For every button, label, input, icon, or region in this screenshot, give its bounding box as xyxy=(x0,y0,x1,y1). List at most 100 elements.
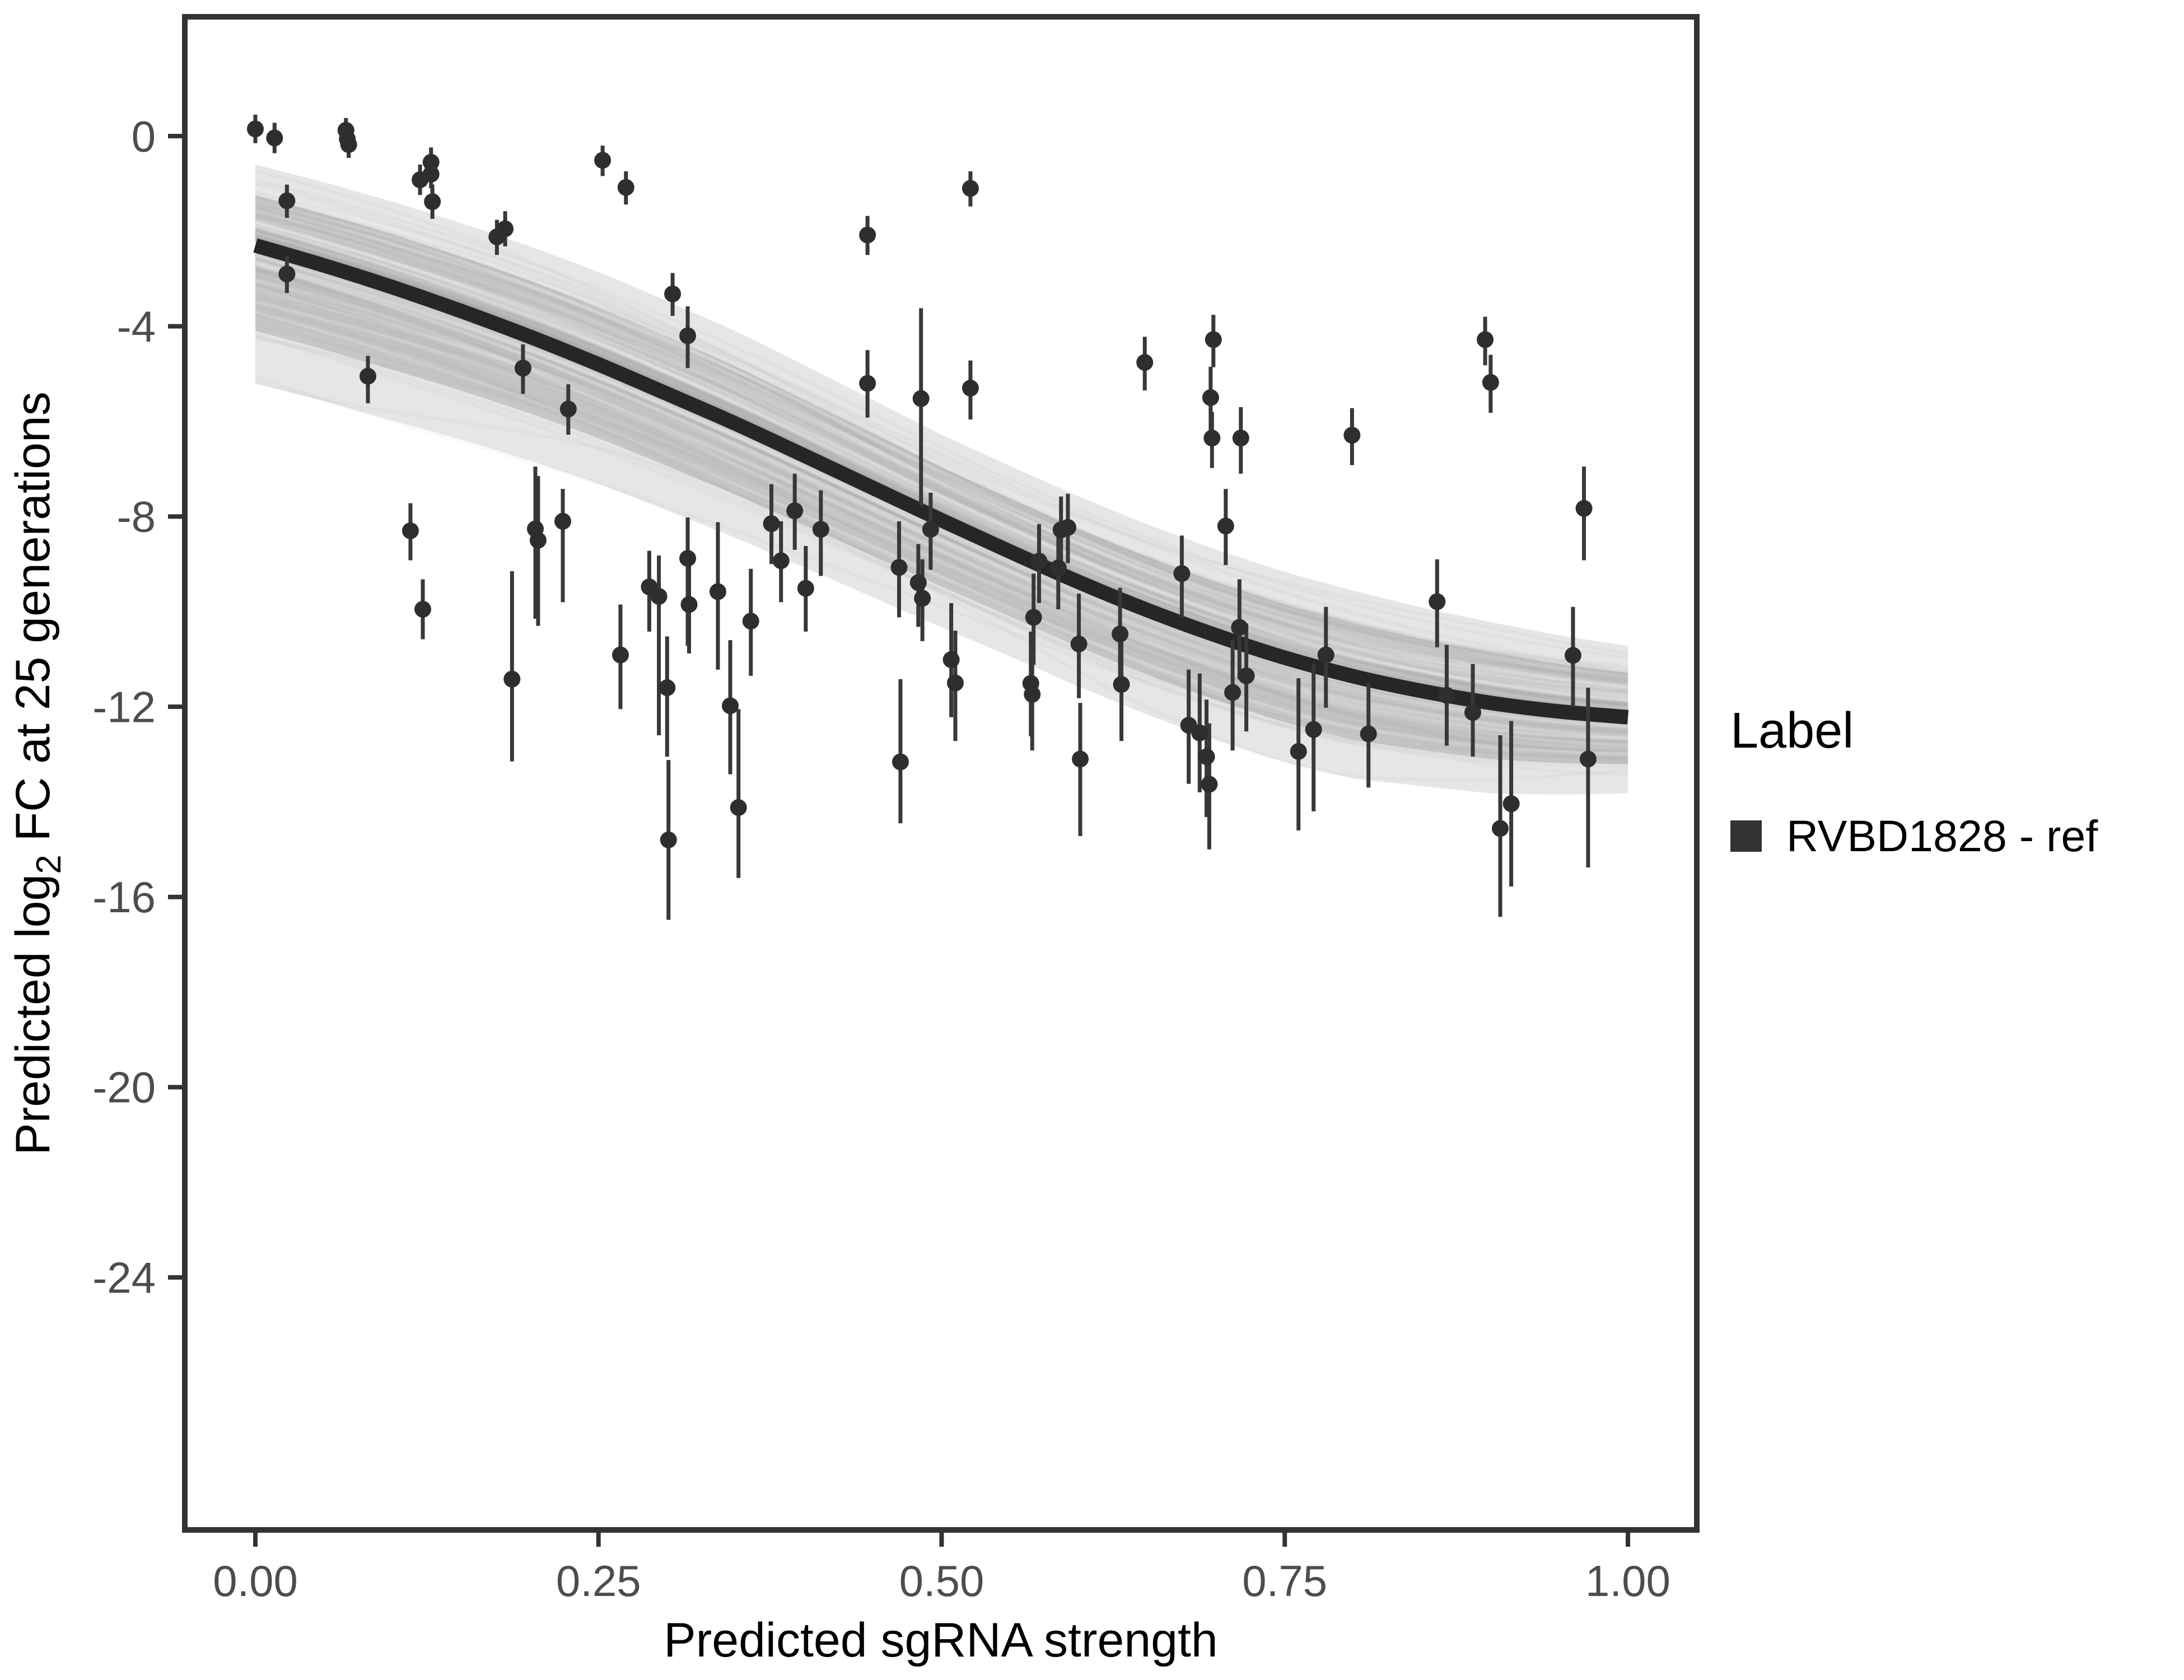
data-point xyxy=(1564,647,1581,664)
data-point xyxy=(786,502,804,520)
posterior-draw-line xyxy=(255,334,1628,761)
data-point xyxy=(246,120,264,138)
data-point xyxy=(1224,684,1242,701)
y-axis-title-sub: 2 xyxy=(30,855,68,874)
data-point xyxy=(680,596,698,613)
data-point xyxy=(922,521,939,538)
data-point xyxy=(1579,750,1597,768)
posterior-draw-line xyxy=(255,214,1628,693)
posterior-draw-line xyxy=(255,217,1628,694)
posterior-draw-line xyxy=(255,191,1628,668)
data-point xyxy=(1477,331,1494,348)
x-tick-label: 0.75 xyxy=(1242,1556,1327,1606)
y-axis-title-post: FC at 25 generations xyxy=(6,391,60,855)
data-point xyxy=(1360,725,1377,743)
data-point xyxy=(1202,389,1219,407)
posterior-draw-line xyxy=(255,296,1628,762)
data-point xyxy=(914,590,931,607)
panel-border xyxy=(182,14,1700,1533)
data-point xyxy=(1113,676,1130,693)
data-point xyxy=(912,390,930,407)
data-point xyxy=(1492,820,1509,837)
legend: Label RVBD1828 - ref xyxy=(1730,703,2098,862)
x-tick-label: 0.00 xyxy=(213,1556,298,1606)
scatter-points xyxy=(246,120,1597,848)
data-point xyxy=(679,550,697,567)
data-point xyxy=(1030,553,1048,570)
data-point xyxy=(1191,724,1208,741)
posterior-draw-line xyxy=(255,206,1628,683)
posterior-draw-line xyxy=(255,336,1628,759)
x-axis-title: Predicted sgRNA strength xyxy=(664,1613,1218,1667)
data-point xyxy=(890,559,908,576)
data-point xyxy=(340,136,357,153)
x-tick-label: 0.25 xyxy=(556,1556,641,1606)
data-point xyxy=(664,285,682,302)
posterior-draw-line xyxy=(255,214,1628,698)
data-point xyxy=(278,192,296,209)
data-point xyxy=(1305,721,1322,738)
posterior-draw-line xyxy=(255,204,1628,678)
posterior-draw-line xyxy=(255,194,1628,675)
data-point xyxy=(1502,795,1520,813)
posterior-draw-line xyxy=(255,217,1628,683)
posterior-draw-line xyxy=(255,209,1628,684)
data-point xyxy=(359,367,376,385)
posterior-draw-line xyxy=(255,207,1628,675)
data-point xyxy=(1231,619,1248,636)
posterior-draw-line xyxy=(255,218,1628,690)
posterior-draw-line xyxy=(255,187,1628,678)
data-point xyxy=(424,193,441,211)
legend-title: Label xyxy=(1730,703,1854,759)
data-point xyxy=(612,646,629,664)
posterior-draw-line xyxy=(255,221,1628,702)
posterior-draw-line xyxy=(255,220,1628,698)
data-point xyxy=(660,831,677,848)
posterior-draw-line xyxy=(255,207,1628,685)
data-point xyxy=(1201,776,1218,793)
data-point xyxy=(1112,626,1129,643)
data-point xyxy=(859,226,876,244)
posterior-draw-line xyxy=(255,310,1628,753)
data-point xyxy=(1059,519,1076,536)
data-point xyxy=(1575,500,1593,517)
data-point xyxy=(797,580,814,597)
band-inner xyxy=(255,195,1628,764)
posterior-draw-line xyxy=(255,195,1628,678)
data-point xyxy=(962,380,979,397)
data-point xyxy=(402,522,419,539)
data-point xyxy=(1482,374,1499,391)
data-point xyxy=(414,600,431,618)
data-point xyxy=(1464,704,1481,721)
posterior-draw-line xyxy=(255,228,1628,706)
posterior-draw-line xyxy=(255,182,1628,683)
data-point xyxy=(1317,646,1334,664)
posterior-draw-line xyxy=(255,199,1628,674)
data-point xyxy=(594,152,612,169)
data-point xyxy=(1203,430,1221,447)
data-point xyxy=(1238,667,1255,684)
y-axis-title-pre: Predicted log xyxy=(6,874,60,1155)
data-point xyxy=(497,220,514,237)
posterior-draw-line xyxy=(255,225,1628,697)
data-point xyxy=(962,180,979,197)
legend-entry-label: RVBD1828 - ref xyxy=(1786,811,2098,861)
posterior-draw-line xyxy=(255,218,1628,689)
data-point xyxy=(514,360,531,377)
data-point xyxy=(722,697,739,715)
data-point xyxy=(763,515,780,533)
posterior-draw-line xyxy=(255,334,1628,769)
posterior-draw-line xyxy=(255,169,1628,655)
posterior-draw-line xyxy=(255,179,1628,659)
data-point xyxy=(1198,748,1215,766)
data-point xyxy=(1217,517,1234,535)
data-point xyxy=(650,588,668,605)
data-point xyxy=(909,574,927,591)
posterior-band xyxy=(255,164,1628,795)
posterior-draw-line xyxy=(255,200,1628,691)
y-tick-label: -24 xyxy=(92,1253,156,1302)
data-point xyxy=(812,521,829,538)
data-point xyxy=(266,129,283,147)
